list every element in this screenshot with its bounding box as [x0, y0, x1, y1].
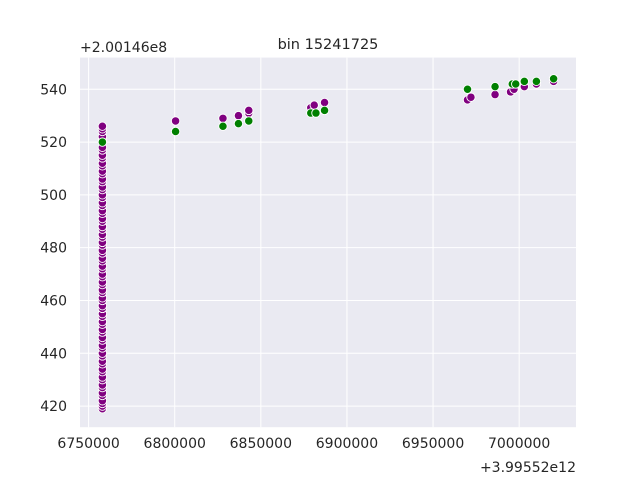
data-point-s0-80 — [319, 97, 330, 108]
grid-lines — [80, 57, 576, 428]
data-point-s1-2 — [218, 121, 228, 131]
data-point-s1-4 — [244, 116, 254, 126]
data-point-s0-74 — [218, 113, 228, 123]
data-point-s0-72 — [97, 121, 108, 131]
data-point-s0-73 — [170, 116, 181, 126]
series-1 — [97, 74, 559, 147]
y-tick-label-1: 440 — [40, 346, 67, 362]
x-tick-label-2: 6850000 — [230, 436, 292, 452]
data-point-s0-83 — [490, 89, 500, 100]
data-point-s1-9 — [490, 81, 500, 92]
data-point-s0-79 — [309, 100, 319, 110]
y-tick-label-0: 420 — [40, 399, 67, 415]
data-point-s1-11 — [511, 79, 521, 89]
y-tick-label-6: 540 — [40, 82, 67, 98]
y-axis-ticks: 420 440 460 480 500 520 540 — [40, 82, 67, 415]
data-point-s1-7 — [319, 105, 330, 116]
data-point-s0-75 — [233, 111, 244, 121]
y-tick-label-2: 460 — [40, 293, 67, 309]
data-points — [97, 74, 559, 414]
data-point-s1-14 — [548, 74, 559, 84]
x-tick-label-1: 6800000 — [144, 436, 206, 452]
x-offset-label: +3.99552e12 — [480, 460, 576, 476]
chart-title: bin 15241725 — [278, 37, 379, 53]
x-tick-label-0: 6750000 — [57, 436, 119, 452]
x-tick-label-5: 7000000 — [488, 436, 550, 452]
y-tick-label-3: 480 — [40, 241, 67, 257]
y-tick-label-5: 520 — [40, 135, 67, 151]
data-point-s1-3 — [233, 118, 244, 129]
plot-area — [80, 57, 576, 428]
data-point-s1-0 — [97, 137, 108, 147]
data-point-s1-1 — [170, 126, 181, 137]
data-point-s1-8 — [462, 84, 473, 94]
x-axis-ticks: 6750000 6800000 6850000 6900000 6950000 70000… — [57, 436, 550, 452]
data-point-s1-6 — [311, 108, 321, 118]
data-point-s1-12 — [519, 76, 529, 87]
data-point-s1-13 — [531, 76, 542, 87]
y-offset-label: +2.00146e8 — [80, 40, 167, 56]
data-point-s0-82 — [466, 92, 476, 102]
y-tick-label-4: 500 — [40, 188, 67, 204]
data-point-s0-77 — [244, 105, 254, 116]
x-tick-label-4: 6950000 — [402, 436, 464, 452]
x-tick-label-3: 6900000 — [316, 436, 378, 452]
